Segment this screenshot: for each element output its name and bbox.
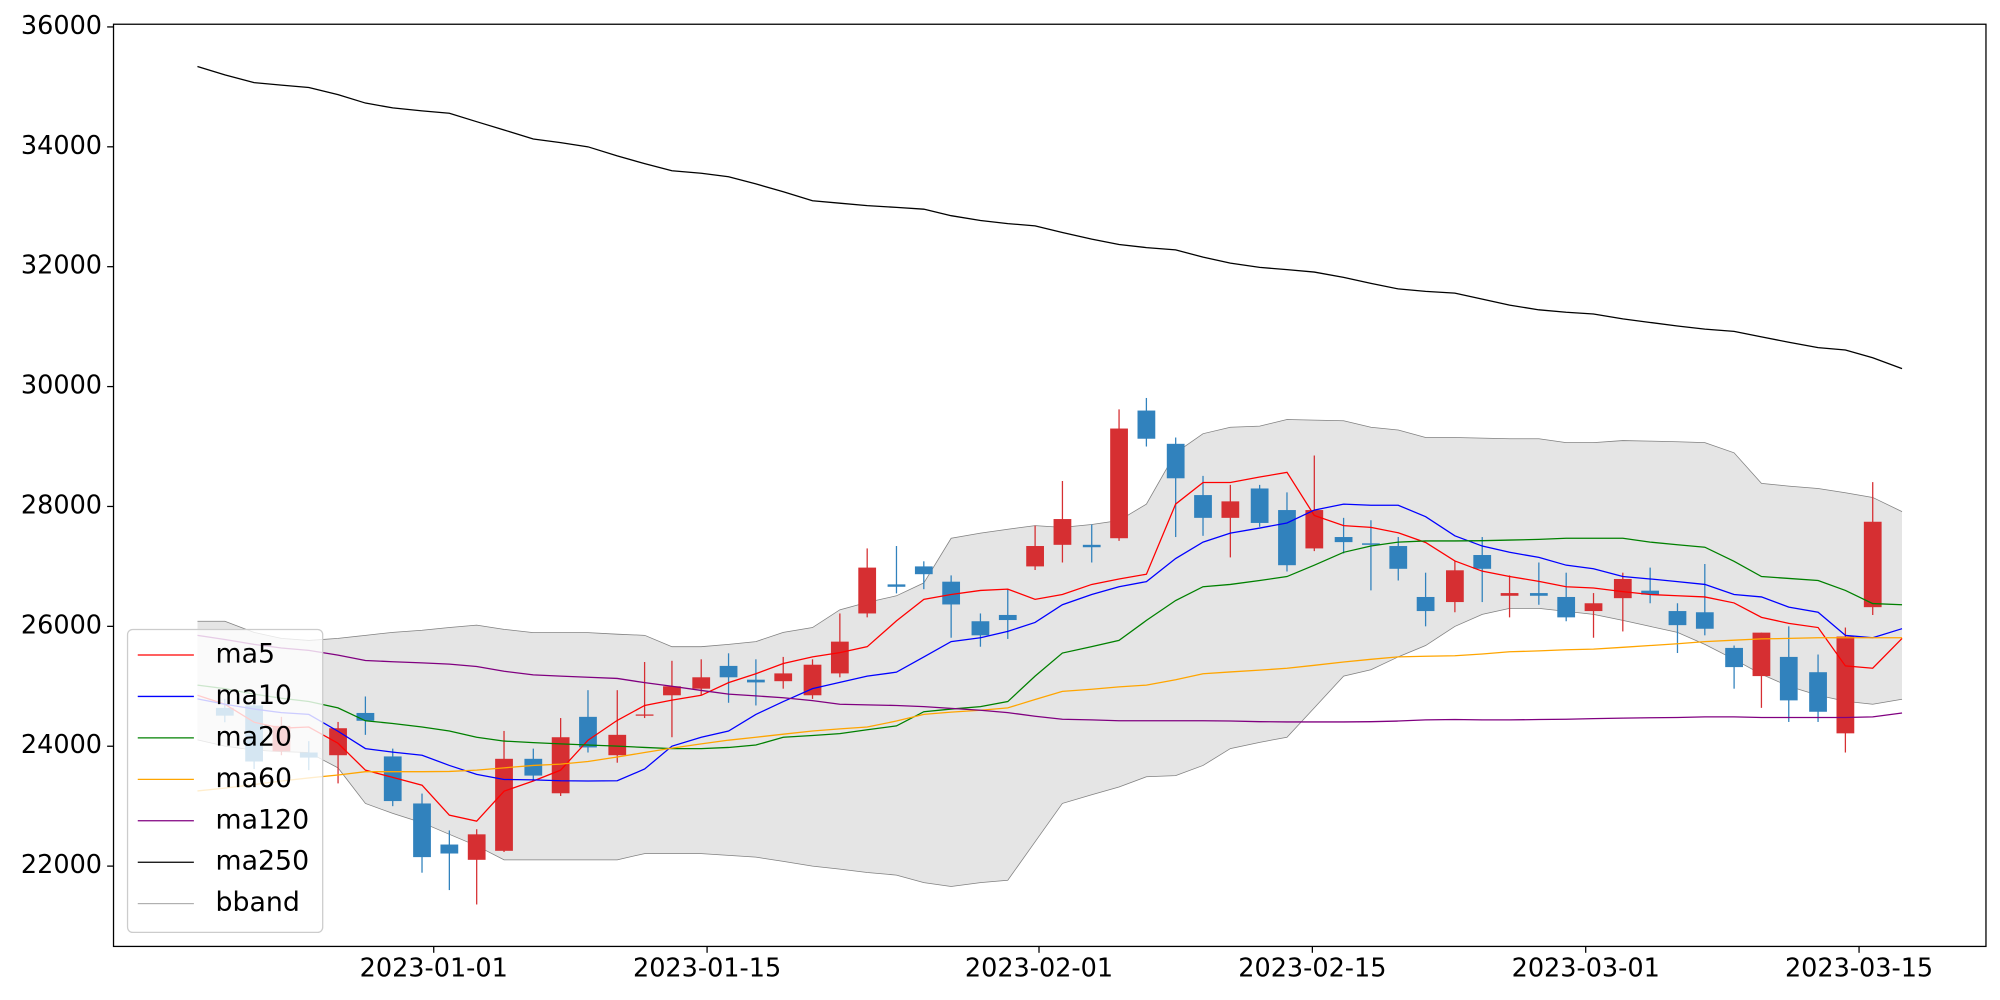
- legend-label: ma5: [216, 638, 276, 669]
- legend: ma5 ma10 ma20 ma60 ma120 ma250 bband: [126, 628, 324, 934]
- legend-label: ma120: [216, 804, 310, 835]
- candle-body: [495, 758, 513, 851]
- candle-body: [942, 581, 961, 605]
- ma-line: [197, 65, 1903, 370]
- candle-body: [1026, 546, 1044, 567]
- candle-body: [1668, 611, 1687, 626]
- candle-body: [440, 844, 459, 854]
- candle-body: [1613, 578, 1632, 599]
- candle-body: [1752, 632, 1771, 677]
- candle-body: [1110, 428, 1128, 539]
- x-tick-label: 2023-03-15: [1785, 953, 1933, 983]
- x-tick-label: 2023-02-01: [965, 953, 1113, 983]
- candle-body: [1194, 495, 1212, 518]
- plot-frame: [112, 23, 1987, 948]
- legend-label: ma10: [216, 680, 293, 711]
- candle-body: [692, 677, 711, 689]
- candle-body: [1473, 555, 1492, 569]
- candle-body: [1584, 603, 1603, 612]
- y-tick-label: 32000: [21, 251, 102, 281]
- y-tick-label: 28000: [21, 490, 102, 520]
- x-tick-label: 2023-03-01: [1512, 953, 1660, 983]
- candle-body: [1695, 612, 1714, 629]
- y-tick-label: 26000: [21, 610, 102, 640]
- candle-body: [1557, 596, 1576, 618]
- candle-body: [1836, 636, 1855, 734]
- candle-body: [1278, 510, 1296, 566]
- x-tick-label: 2023-01-15: [633, 953, 781, 983]
- candle-body: [467, 834, 486, 860]
- y-tick-label: 24000: [21, 730, 102, 760]
- legend-box: [126, 628, 324, 934]
- candle-body: [1334, 537, 1353, 543]
- candle-body: [635, 714, 654, 716]
- candle-body: [1416, 596, 1435, 612]
- candle-body: [329, 728, 347, 756]
- ma-line: [197, 634, 1903, 723]
- candle-body: [1250, 488, 1269, 523]
- candle-body: [998, 614, 1017, 621]
- ma-line: [197, 471, 1903, 822]
- legend-label: ma60: [216, 763, 293, 794]
- candle-body: [1305, 510, 1324, 549]
- legend-label: ma250: [216, 846, 310, 877]
- band-fill: [197, 419, 1903, 887]
- candle-body: [830, 641, 849, 674]
- candle-body: [1082, 544, 1101, 548]
- candle-body: [551, 737, 570, 794]
- candle-body: [1725, 647, 1743, 668]
- candle-body: [1389, 546, 1408, 569]
- ma-line: [197, 637, 1903, 792]
- candle-body: [608, 734, 627, 756]
- candle-body: [1500, 593, 1519, 596]
- candle-body: [383, 756, 402, 802]
- candle-body: [579, 716, 597, 748]
- candle-body: [858, 567, 877, 614]
- ma-line: [197, 503, 1903, 782]
- legend-label: ma20: [216, 721, 293, 752]
- candle-body: [413, 803, 431, 858]
- candle-body: [1529, 593, 1548, 596]
- y-tick-label: 22000: [21, 850, 102, 880]
- ma-line: [197, 537, 1903, 750]
- candle-body: [774, 673, 793, 682]
- y-tick-label: 30000: [21, 371, 102, 401]
- candle-body: [1446, 570, 1464, 603]
- candle-body: [1362, 543, 1380, 545]
- candle-body: [1863, 521, 1882, 608]
- candle-body: [1137, 410, 1156, 439]
- y-tick-label: 34000: [21, 131, 102, 161]
- band-upper: [197, 419, 1903, 648]
- candle-body: [1641, 590, 1660, 595]
- y-tick-label: 36000: [21, 11, 102, 41]
- legend-label: bband: [216, 887, 300, 918]
- candle-body: [1809, 672, 1827, 712]
- candle-body: [971, 621, 990, 636]
- candle-body: [747, 679, 765, 683]
- candle-body: [887, 584, 906, 587]
- candle-body: [1053, 519, 1072, 545]
- x-tick-label: 2023-01-01: [360, 953, 508, 983]
- candle-body: [524, 758, 543, 776]
- x-tick-label: 2023-02-15: [1238, 953, 1386, 983]
- candle-body: [719, 665, 738, 678]
- candle-body: [914, 566, 933, 575]
- candle-body: [356, 712, 375, 721]
- candle-body: [1779, 656, 1798, 701]
- candle-body: [1166, 443, 1185, 479]
- candle-body: [1221, 501, 1240, 518]
- candle-body: [663, 686, 681, 696]
